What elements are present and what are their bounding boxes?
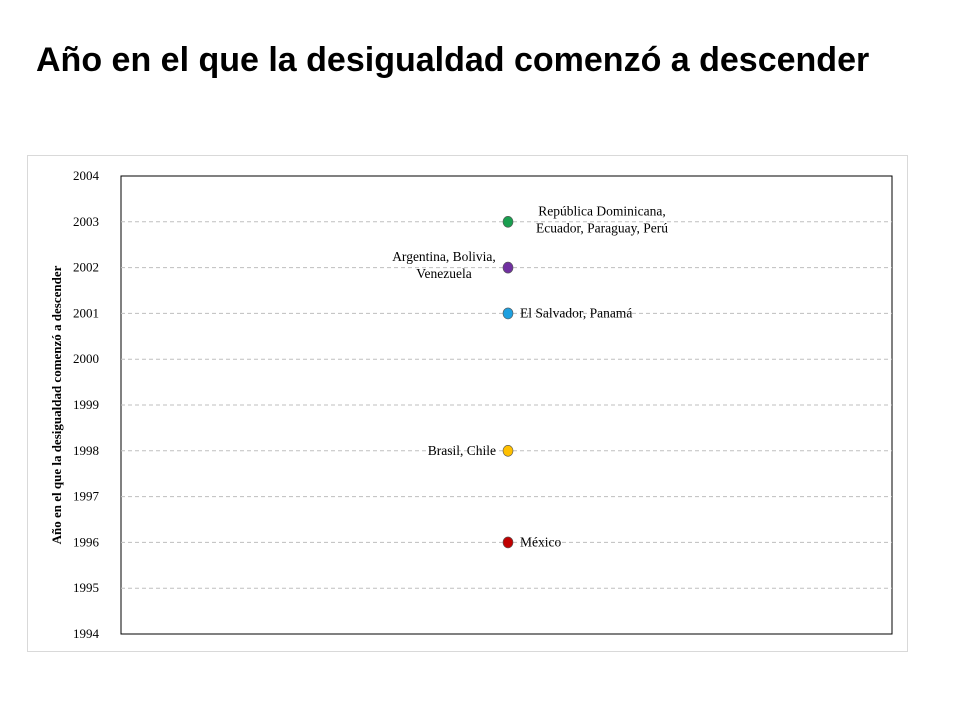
y-tick-label: 1999 <box>73 397 99 412</box>
point-label-line: Brasil, Chile <box>428 443 496 458</box>
point-label-line: Argentina, Bolivia, <box>392 249 496 264</box>
point-labels: República Dominicana, Ecuador, Paraguay, … <box>392 203 668 549</box>
scatter-chart: 2004 2003 2002 2001 2000 1999 1998 1997 1996 1995… <box>49 168 893 641</box>
data-point <box>502 307 514 320</box>
y-tick-label: 2001 <box>73 305 99 320</box>
point-label: Brasil, Chile <box>428 443 496 458</box>
point-label: Argentina, Bolivia, Venezuela <box>392 249 496 281</box>
y-tick-label: 2000 <box>73 351 99 366</box>
y-tick-label: 2003 <box>73 214 99 229</box>
point-label: El Salvador, Panamá <box>520 305 632 320</box>
data-point <box>502 444 514 457</box>
data-point <box>502 216 514 228</box>
y-axis-title: Año en el que la desigualdad comenzó a d… <box>49 265 64 544</box>
point-label: República Dominicana, Ecuador, Paraguay, … <box>536 203 668 235</box>
point-label-line: México <box>520 534 561 549</box>
y-tick-label: 1995 <box>73 580 99 595</box>
data-point <box>502 536 514 549</box>
point-label: México <box>520 534 561 549</box>
y-tick-labels: 2004 2003 2002 2001 2000 1999 1998 1997 1996 1995… <box>73 168 100 641</box>
y-tick-label: 1994 <box>73 626 100 641</box>
data-points <box>502 216 514 549</box>
page-title: Año en el que la desigualdad comenzó a d… <box>36 41 870 79</box>
point-label-line: Ecuador, Paraguay, Perú <box>536 220 668 235</box>
point-label-line: República Dominicana, <box>538 203 665 218</box>
chart-frame: 2004 2003 2002 2001 2000 1999 1998 1997 1996 1995… <box>27 155 908 652</box>
y-tick-label: 2004 <box>73 168 100 183</box>
y-tick-label: 1996 <box>73 534 100 549</box>
data-point <box>502 261 514 274</box>
point-label-line: El Salvador, Panamá <box>520 305 632 320</box>
y-tick-label: 1998 <box>73 443 99 458</box>
grid-lines <box>121 221 892 589</box>
y-tick-label: 2002 <box>73 260 99 275</box>
point-label-line: Venezuela <box>416 266 471 281</box>
y-tick-label: 1997 <box>73 489 100 504</box>
